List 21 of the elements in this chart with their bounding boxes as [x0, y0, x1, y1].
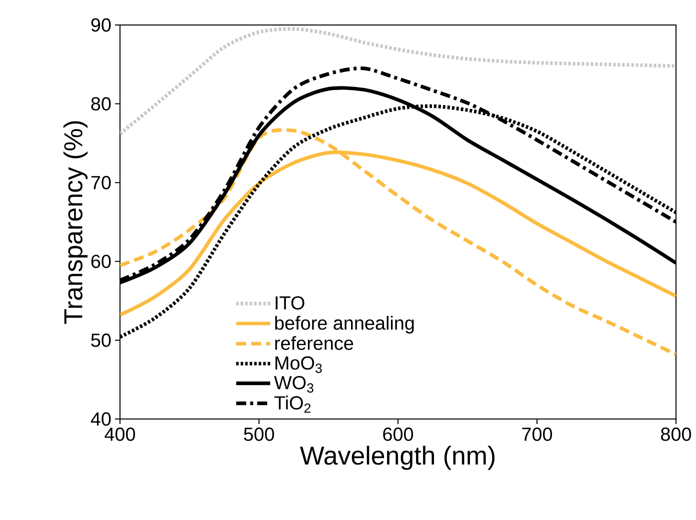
x-tick-label: 700 — [522, 428, 552, 441]
legend-label: MoO$_{3}$ — [276, 356, 322, 373]
x-axis-title: Wavelength (nm) — [300, 446, 494, 470]
x-tick-label: 800 — [661, 428, 692, 441]
legend-label: before annealing — [275, 316, 414, 334]
y-axis-title: Transparency (%) — [63, 121, 88, 324]
y-tick-label: 40 — [90, 412, 111, 426]
legend-label: reference — [275, 336, 354, 350]
y-tick-label: 60 — [91, 254, 111, 268]
y-tick-label: 50 — [91, 333, 111, 347]
y-tick-label: 70 — [91, 176, 111, 190]
y-tick-label: 80 — [91, 97, 111, 110]
legend-label: ITO — [276, 296, 304, 310]
x-tick-label: 600 — [383, 428, 414, 441]
x-tick-label: 500 — [244, 428, 274, 441]
legend-label: TiO$_{2}$ — [274, 396, 310, 413]
line-series — [120, 27, 676, 136]
legend-label: WO$_{3}$ — [274, 376, 314, 393]
y-tick-label: 90 — [91, 18, 111, 32]
line-series — [120, 128, 676, 356]
x-tick-label: 400 — [104, 428, 136, 441]
